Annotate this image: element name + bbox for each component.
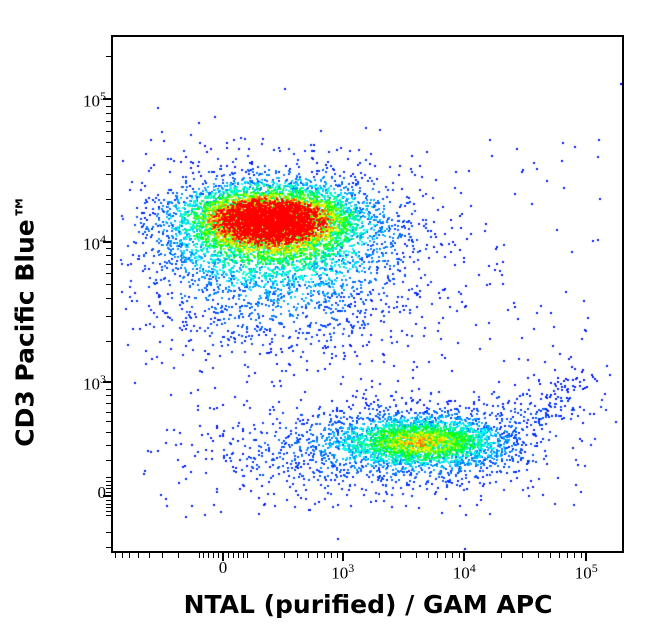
- y-minor-tick: [106, 155, 111, 157]
- y-minor-tick: [106, 255, 111, 257]
- x-minor-tick: [178, 553, 180, 558]
- y-minor-tick: [106, 105, 111, 107]
- x-minor-tick: [198, 553, 200, 558]
- x-minor-tick: [445, 553, 447, 558]
- x-minor-tick: [427, 553, 429, 558]
- y-minor-tick: [106, 481, 111, 483]
- y-minor-tick: [106, 315, 111, 317]
- x-minor-tick: [500, 553, 502, 558]
- x-minor-tick: [283, 553, 285, 558]
- y-tick-label: 103: [83, 372, 106, 395]
- y-minor-tick: [106, 484, 111, 486]
- y-minor-tick: [106, 492, 111, 494]
- x-minor-tick: [242, 553, 244, 558]
- y-major-tick: [103, 381, 111, 384]
- y-minor-tick: [106, 284, 111, 286]
- x-minor-tick: [458, 553, 460, 558]
- x-axis-title: NTAL (purified) / GAM APC: [183, 590, 553, 619]
- x-minor-tick: [307, 553, 309, 558]
- x-minor-tick: [549, 553, 551, 558]
- x-minor-tick: [121, 553, 123, 558]
- y-minor-tick: [106, 499, 111, 501]
- y-tick-label: 105: [83, 89, 106, 111]
- x-major-tick: [222, 553, 224, 561]
- y-minor-tick: [106, 388, 111, 390]
- x-minor-tick: [452, 553, 454, 558]
- y-axis-title: CD3 Pacific Blue™: [10, 194, 40, 447]
- x-minor-tick: [296, 553, 298, 558]
- x-minor-tick: [580, 553, 582, 558]
- y-tick-label: 104: [83, 231, 106, 254]
- x-minor-tick: [400, 553, 402, 558]
- y-tick-label: 0: [97, 483, 107, 502]
- y-minor-tick: [106, 546, 111, 548]
- x-minor-tick: [208, 553, 210, 558]
- y-minor-tick: [106, 263, 111, 265]
- x-minor-tick: [574, 553, 576, 558]
- y-minor-tick: [106, 531, 111, 533]
- x-minor-tick: [203, 553, 205, 558]
- x-minor-tick: [267, 553, 269, 558]
- x-minor-tick: [324, 553, 326, 558]
- y-major-tick: [103, 240, 111, 243]
- x-minor-tick: [247, 553, 249, 558]
- x-major-tick: [341, 553, 344, 561]
- y-minor-tick: [106, 514, 111, 516]
- x-minor-tick: [138, 553, 140, 558]
- y-minor-tick: [106, 507, 111, 509]
- y-minor-tick: [106, 432, 111, 434]
- x-minor-tick: [162, 553, 164, 558]
- x-minor-tick: [213, 553, 214, 558]
- y-minor-tick: [106, 510, 111, 512]
- y-minor-tick: [106, 421, 111, 423]
- y-minor-tick: [106, 273, 111, 275]
- x-minor-tick: [237, 553, 239, 558]
- y-minor-tick: [106, 130, 111, 132]
- x-minor-tick: [232, 553, 234, 558]
- x-minor-tick: [567, 553, 569, 558]
- x-minor-tick: [114, 553, 116, 558]
- y-minor-tick: [106, 411, 111, 413]
- y-minor-tick: [106, 141, 111, 143]
- y-minor-tick: [106, 298, 111, 300]
- x-minor-tick: [522, 553, 524, 558]
- x-minor-tick: [316, 553, 318, 558]
- y-minor-tick: [106, 340, 111, 342]
- x-minor-tick: [437, 553, 439, 558]
- x-minor-tick: [559, 553, 561, 558]
- y-minor-tick: [106, 121, 111, 123]
- x-minor-tick: [415, 553, 417, 558]
- x-tick-label: 104: [452, 561, 476, 583]
- x-minor-tick: [337, 553, 339, 558]
- y-minor-tick: [106, 248, 111, 250]
- y-minor-tick: [106, 445, 111, 447]
- y-minor-tick: [106, 56, 111, 58]
- x-minor-tick: [217, 553, 219, 558]
- y-minor-tick: [106, 395, 111, 397]
- x-major-tick: [463, 553, 466, 561]
- y-minor-tick: [106, 460, 111, 462]
- y-minor-tick: [106, 503, 111, 505]
- x-minor-tick: [228, 553, 230, 558]
- dot-plot-canvas: [113, 37, 622, 551]
- y-minor-tick: [106, 173, 111, 175]
- y-major-tick: [103, 495, 111, 497]
- y-minor-tick: [106, 488, 111, 490]
- x-tick-label: 103: [331, 561, 355, 583]
- x-minor-tick: [331, 553, 333, 558]
- x-minor-tick: [537, 553, 539, 558]
- x-major-tick: [585, 553, 588, 561]
- y-minor-tick: [106, 198, 111, 200]
- x-tick-label: 0: [218, 558, 228, 577]
- y-major-tick: [103, 98, 111, 101]
- x-minor-tick: [129, 553, 131, 558]
- x-minor-tick: [149, 553, 150, 558]
- y-minor-tick: [106, 403, 111, 405]
- y-minor-tick: [106, 477, 111, 479]
- y-minor-tick: [106, 112, 111, 114]
- x-tick-label: 105: [574, 561, 598, 583]
- x-minor-tick: [379, 553, 381, 558]
